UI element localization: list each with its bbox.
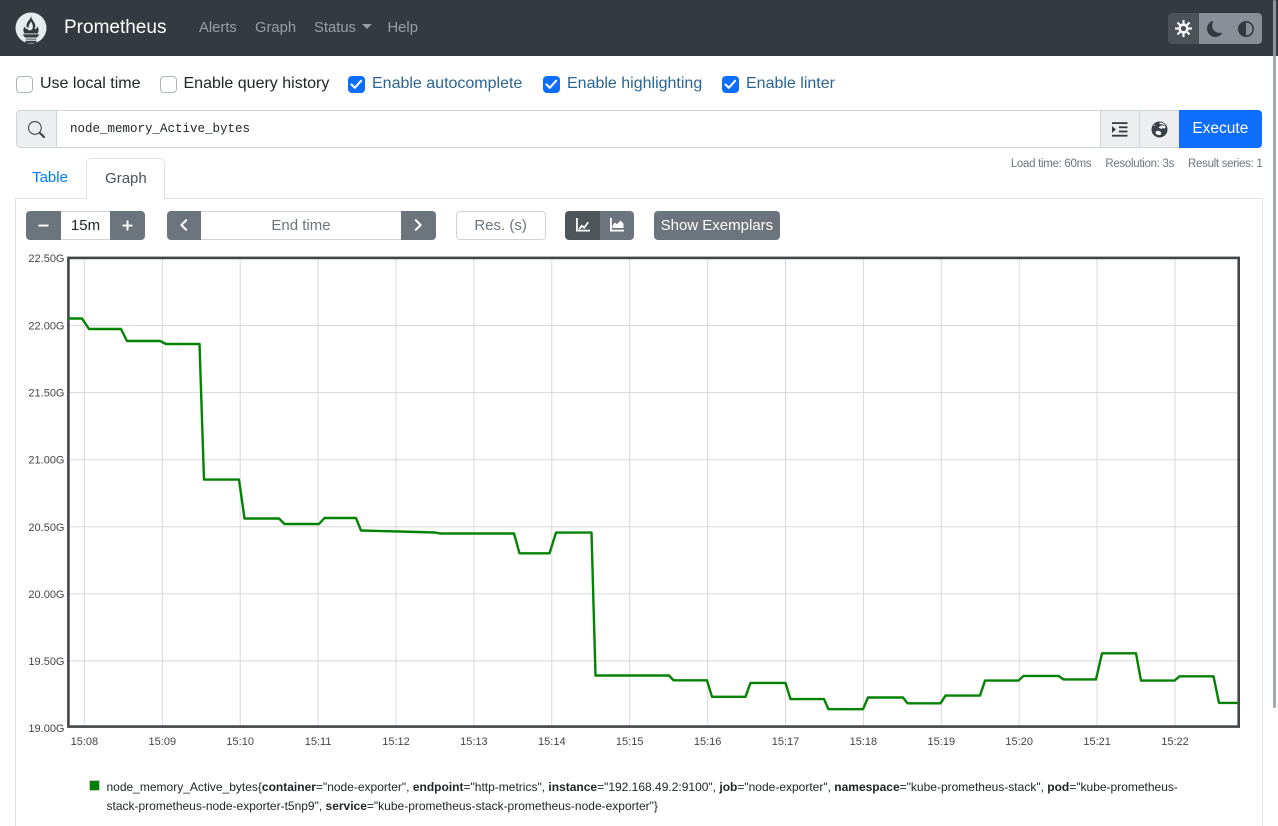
svg-text:15:13: 15:13 [460,736,488,748]
svg-text:15:21: 15:21 [1083,736,1111,748]
svg-text:15:08: 15:08 [71,736,99,748]
svg-text:22.50G: 22.50G [28,253,64,265]
svg-text:15:09: 15:09 [149,736,177,748]
svg-text:22.00G: 22.00G [28,321,64,333]
svg-text:15:11: 15:11 [305,736,332,748]
svg-text:21.50G: 21.50G [28,388,64,400]
svg-text:15:16: 15:16 [694,736,722,748]
svg-text:19.00G: 19.00G [28,723,64,735]
svg-text:19.50G: 19.50G [28,656,64,668]
svg-text:15:15: 15:15 [616,736,644,748]
svg-text:21.00G: 21.00G [28,455,64,467]
svg-text:20.50G: 20.50G [28,522,64,534]
svg-text:15:22: 15:22 [1161,736,1189,748]
svg-text:15:18: 15:18 [850,736,878,748]
svg-text:15:12: 15:12 [382,736,410,748]
svg-text:15:20: 15:20 [1005,736,1033,748]
svg-text:15:19: 15:19 [928,736,956,748]
svg-text:15:10: 15:10 [226,736,254,748]
svg-text:20.00G: 20.00G [28,589,64,601]
svg-text:15:17: 15:17 [772,736,800,748]
svg-text:15:14: 15:14 [538,736,566,748]
